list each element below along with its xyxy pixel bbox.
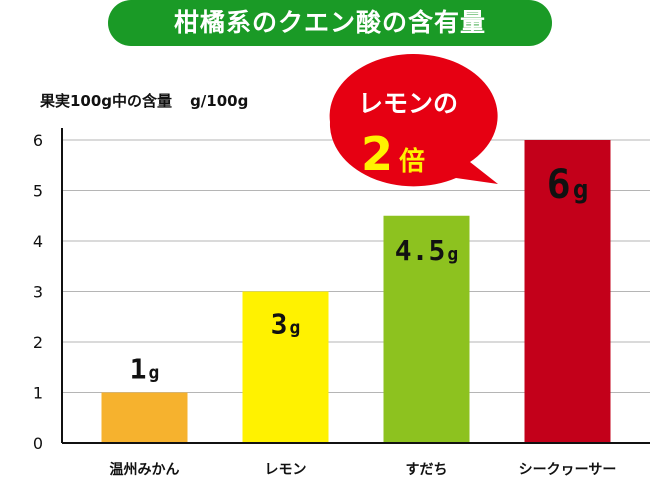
data-label-unit: g [149, 363, 160, 384]
bar [524, 140, 611, 443]
data-label: 4.5 g [395, 234, 458, 267]
bar [383, 215, 470, 443]
data-label: 6g [547, 162, 589, 208]
y-axis-label: 果実100g中の含量 g/100g [40, 90, 248, 111]
data-label-unit: g [290, 318, 301, 339]
axes [61, 128, 650, 444]
data-label-value: 3 [271, 308, 288, 341]
callout-text: レモンの 2 倍 [358, 89, 458, 181]
category-labels: 温州みかん レモン すだち シークヮーサー [110, 462, 617, 478]
y-tick-label: 5 [33, 182, 43, 201]
y-tick-label: 0 [33, 434, 43, 453]
y-axis-unit: g/100g [190, 92, 249, 110]
y-tick-labels: 0 1 2 3 4 5 6 [33, 131, 43, 453]
data-label-value: 4.5 [395, 234, 446, 267]
data-labels: 1 g3 g4.5 g6g [130, 162, 589, 386]
category-label: すだち [406, 462, 448, 478]
y-tick-label: 2 [33, 333, 43, 352]
callout-suffix: 倍 [399, 146, 425, 177]
callout-bubble [329, 54, 498, 187]
y-tick-label: 3 [33, 283, 43, 302]
data-label-unit: g [573, 175, 589, 205]
callout-line1: レモンの [358, 89, 458, 118]
data-label-value: 1 [130, 353, 147, 386]
callout-badge: レモンの 2 倍 [329, 54, 498, 187]
callout-number: 2 [361, 127, 393, 181]
y-tick-label: 1 [33, 384, 43, 403]
y-tick-label: 6 [33, 131, 43, 150]
category-label: シークヮーサー [519, 462, 617, 478]
category-label: レモン [265, 462, 307, 478]
chart-title: 柑橘系のクエン酸の含有量 [108, 0, 552, 46]
y-axis-label-text: 果実100g中の含量 [40, 92, 173, 110]
data-label-unit: g [447, 244, 458, 265]
y-tick-label: 4 [33, 232, 43, 251]
bars [101, 140, 611, 443]
bar [101, 392, 188, 443]
bar [242, 291, 329, 443]
data-label-value: 6 [547, 162, 571, 208]
category-label: 温州みかん [110, 462, 180, 478]
